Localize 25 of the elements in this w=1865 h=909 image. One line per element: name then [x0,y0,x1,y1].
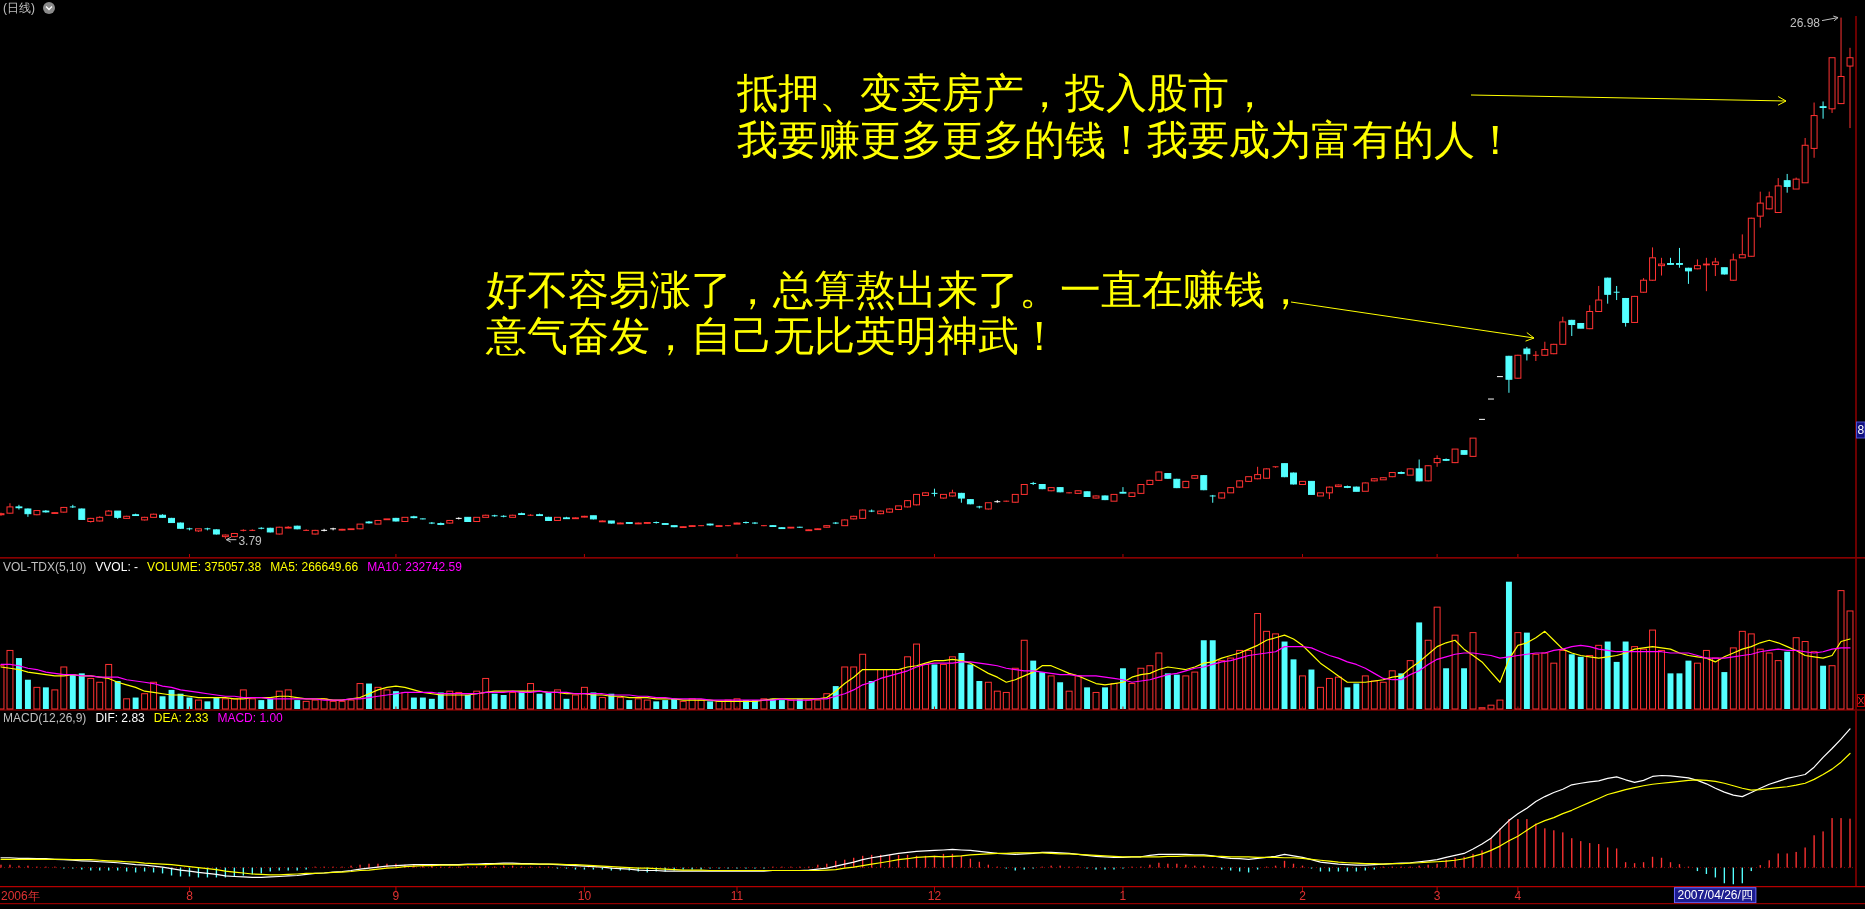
text: MA10: 232742.59 [367,560,463,574]
x-tick-label: 8 [186,888,194,903]
x-tick-label: 3 [1433,888,1441,903]
chart-title: (日线) [3,1,35,15]
text: 2007/04/26/四 [1677,888,1753,903]
chart-title: VOL-TDX(5,10) [3,560,87,574]
annotation: 26.98 [1790,15,1821,30]
x-tick-label: 10 [577,888,592,903]
chart-title: MACD(12,26,9) [3,711,87,725]
text: VVOL: - [95,560,139,574]
text: DEA: 2.33 [153,711,209,725]
x-tick-label: 11 [730,888,744,903]
x-tick-label: 2 [1299,888,1307,903]
x-tick-label: 9 [392,888,400,903]
text: 2006年 [1,888,40,903]
annotation: 3.79 [238,533,263,548]
x-tick-label: 4 [1514,888,1522,903]
text: MACD: 1.00 [217,711,284,725]
annotation: 好不容易涨了，总算熬出来了。一直在赚钱，意气奋发，自己无比英明神武！ [485,267,1306,359]
x-tick-label: 1 [1119,888,1127,903]
x-tick-label: 12 [927,888,942,903]
text: DIF: 2.83 [95,711,146,725]
text: MA5: 266649.66 [270,560,359,574]
annotation: 抵押、变卖房产，投入股市，我要赚更多更多的钱！我要成为富有的人！ [736,70,1516,163]
text: VOLUME: 375057.38 [147,560,262,574]
